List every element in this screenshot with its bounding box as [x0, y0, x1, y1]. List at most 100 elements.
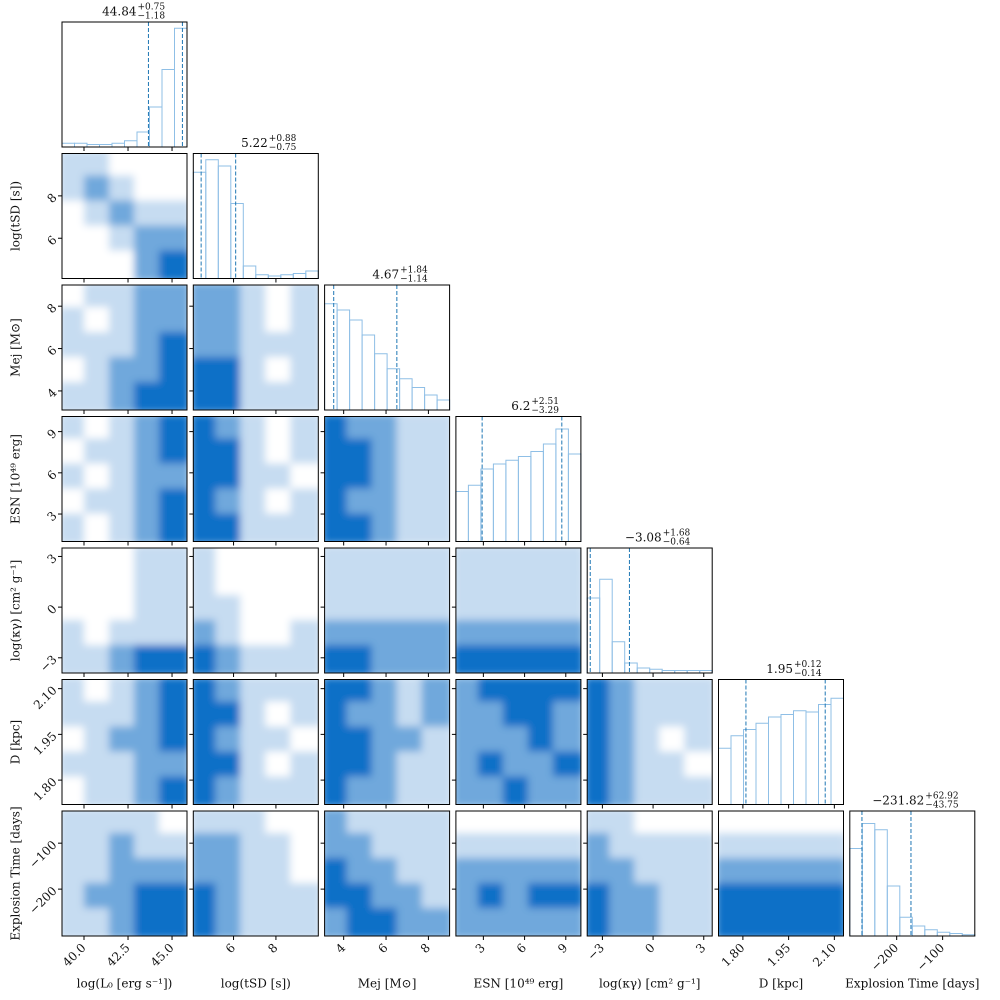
- title-median: −3.08: [625, 531, 662, 545]
- density-cell: [421, 513, 450, 542]
- hist-bin: [480, 468, 494, 542]
- panel-frame: [324, 810, 451, 937]
- title-plus: +62.92: [925, 792, 958, 802]
- density-cell: [552, 776, 581, 805]
- x-tick-label: 2.10: [810, 941, 839, 970]
- density-cells: [193, 679, 319, 805]
- hist-bin: [361, 334, 376, 411]
- panel-frame: [324, 547, 451, 674]
- hist-bin: [492, 463, 507, 542]
- hist-bin: [161, 69, 175, 148]
- y-axis-label: log(κγ) [cm² g⁻¹]: [9, 560, 23, 662]
- hist-bin: [624, 662, 638, 674]
- density: [718, 811, 844, 936]
- density-cell: [159, 250, 187, 279]
- hist-bin: [649, 668, 663, 674]
- panel-frame: [192, 153, 319, 279]
- hist-bin: [542, 443, 557, 542]
- hist-bin: [149, 106, 163, 148]
- panel-frame: [586, 547, 713, 674]
- density: [62, 416, 187, 542]
- hist-bin: [136, 131, 150, 148]
- panel-frame: [586, 679, 713, 805]
- panel-frame: [718, 810, 844, 937]
- hist-bin: [255, 274, 269, 279]
- panel-frame: [586, 810, 713, 937]
- density-cell: [290, 645, 319, 673]
- x-tick-label: −200: [868, 941, 901, 974]
- panel-frame: [455, 547, 582, 674]
- density-cell: [552, 645, 581, 673]
- density-cells: [193, 548, 319, 673]
- density: [62, 285, 187, 410]
- panel-frame: [455, 679, 582, 805]
- panel-frame: [324, 416, 451, 542]
- title-median: −231.82: [872, 794, 924, 808]
- x-tick-label: 4: [333, 940, 349, 956]
- x-tick-label: 6: [375, 941, 390, 956]
- density-cell: [684, 776, 713, 805]
- hist-bin: [424, 394, 438, 411]
- density: [62, 679, 187, 805]
- x-tick-label: −100: [914, 941, 947, 974]
- panel-frame: [61, 284, 188, 411]
- hist-bin: [718, 747, 732, 805]
- panel-frame: [61, 21, 188, 148]
- x-tick-label: 45.0: [148, 941, 177, 970]
- density-cell: [290, 513, 319, 542]
- panel-frame: [718, 679, 844, 805]
- y-axis-label: Explosion Time [days]: [9, 806, 23, 940]
- title-minus: −43.75: [925, 801, 959, 811]
- density-cell: [159, 776, 187, 805]
- density-cells: [455, 679, 581, 805]
- x-tick-label: 6: [514, 941, 529, 956]
- density-cells: [62, 679, 187, 805]
- title-median: 1.95: [766, 662, 793, 676]
- density-cell: [290, 776, 319, 805]
- density-cell: [552, 908, 581, 936]
- y-axis-label: Mej [M⊙]: [9, 318, 23, 377]
- x-tick-label: 0: [642, 941, 657, 956]
- hist-bin: [336, 309, 351, 411]
- density-cells: [62, 416, 187, 542]
- density: [455, 811, 581, 936]
- panel-frame: [61, 810, 188, 937]
- hist-bin: [374, 353, 388, 411]
- x-axis-label: log(L₀ [erg s⁻¹]): [77, 977, 173, 991]
- density-cell: [684, 908, 713, 936]
- density-cell: [159, 382, 187, 410]
- hist-bin: [192, 171, 207, 279]
- density-cells: [324, 679, 450, 805]
- title-plus: +1.84: [400, 266, 428, 276]
- x-tick-label: −3: [585, 941, 607, 963]
- title-median: 6.2: [511, 399, 530, 413]
- title-minus: −1.18: [138, 12, 166, 22]
- hist-bin: [755, 722, 769, 805]
- hist-bin: [217, 165, 232, 279]
- density-cells: [324, 416, 450, 542]
- title-plus: +0.75: [138, 3, 166, 13]
- density-cells: [62, 811, 187, 936]
- hist-bin: [805, 711, 819, 805]
- hist-bin: [292, 273, 307, 279]
- panel-frame: [324, 284, 451, 411]
- hist-bin: [230, 203, 244, 279]
- x-axis-label: Mej [M⊙]: [358, 977, 417, 991]
- title-plus: +1.68: [663, 529, 691, 539]
- density-cell: [815, 908, 844, 936]
- y-tick-label: −200: [26, 884, 59, 917]
- x-tick-label: 3: [473, 941, 488, 956]
- hist-bin: [399, 378, 413, 411]
- x-axis-label: log(tSD [s]): [221, 977, 291, 991]
- y-tick-label: 6: [44, 343, 59, 358]
- density-cells: [62, 153, 187, 279]
- panel-frame: [61, 416, 188, 542]
- density-cells: [718, 811, 844, 936]
- x-tick-label: 1.80: [719, 941, 748, 970]
- density: [587, 679, 713, 805]
- density-cells: [324, 548, 450, 673]
- hist-bin: [830, 697, 844, 805]
- panel-frame: [61, 679, 188, 805]
- hist-bin: [899, 916, 913, 937]
